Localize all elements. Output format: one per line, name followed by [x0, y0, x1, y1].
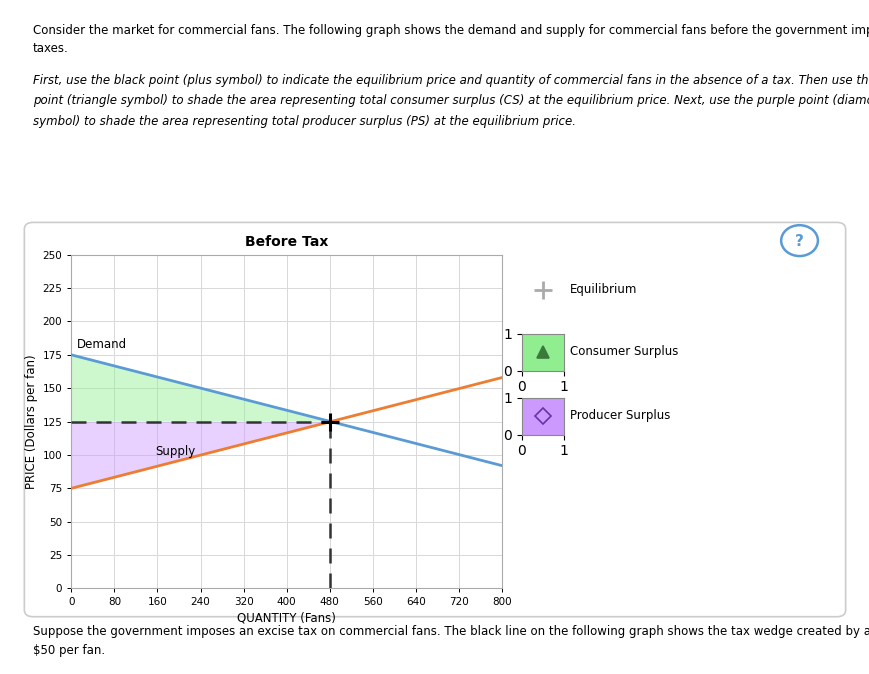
Text: taxes.: taxes.: [33, 42, 69, 55]
Text: First, use the black point (plus symbol) to indicate the equilibrium price and q: First, use the black point (plus symbol)…: [33, 74, 869, 87]
Text: Supply: Supply: [155, 445, 195, 458]
Text: ?: ?: [794, 234, 803, 249]
Polygon shape: [71, 355, 329, 422]
Text: Producer Surplus: Producer Surplus: [569, 409, 669, 423]
Text: point (triangle symbol) to shade the area representing total consumer surplus (C: point (triangle symbol) to shade the are…: [33, 94, 869, 107]
Text: Demand: Demand: [76, 338, 127, 351]
Text: Consider the market for commercial fans. The following graph shows the demand an: Consider the market for commercial fans.…: [33, 24, 869, 36]
Text: symbol) to shade the area representing total producer surplus (PS) at the equili: symbol) to shade the area representing t…: [33, 115, 575, 127]
Text: Suppose the government imposes an excise tax on commercial fans. The black line : Suppose the government imposes an excise…: [33, 625, 869, 638]
Text: Equilibrium: Equilibrium: [569, 283, 636, 297]
Title: Before Tax: Before Tax: [245, 235, 328, 249]
X-axis label: QUANTITY (Fans): QUANTITY (Fans): [237, 611, 335, 625]
Polygon shape: [71, 422, 329, 488]
Text: $50 per fan.: $50 per fan.: [33, 644, 105, 656]
Y-axis label: PRICE (Dollars per fan): PRICE (Dollars per fan): [25, 355, 38, 489]
Circle shape: [780, 225, 817, 256]
Text: Consumer Surplus: Consumer Surplus: [569, 345, 678, 359]
